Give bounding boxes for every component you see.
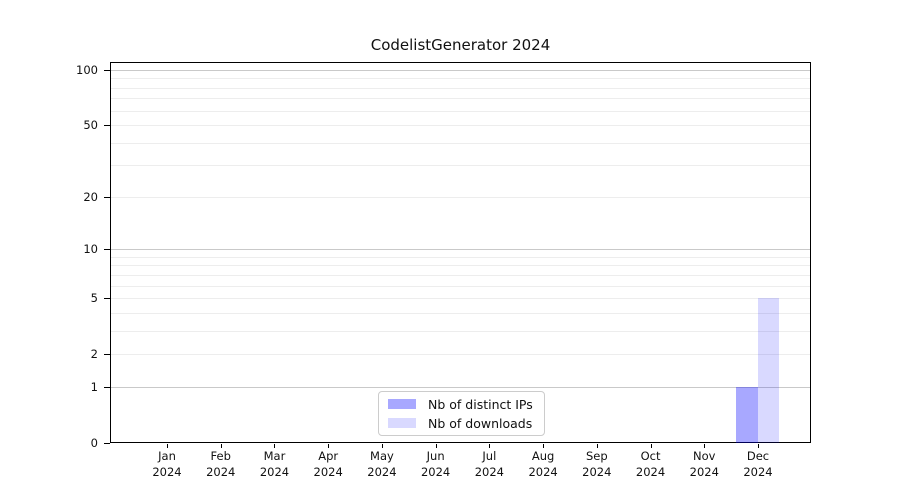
x-axis-tick [274, 444, 275, 448]
legend-item-downloads: Nb of downloads [388, 415, 535, 431]
plot-area-border [110, 62, 811, 443]
minor-gridline [111, 298, 810, 300]
x-tick-month: May [370, 449, 394, 463]
x-axis-tick-label: Oct 2024 [623, 449, 679, 480]
minor-gridline [111, 330, 810, 332]
x-axis-tick [489, 444, 490, 448]
minor-gridline [111, 165, 810, 167]
x-axis-tick-label: Jun 2024 [408, 449, 464, 480]
legend-item-distinct-ips: Nb of distinct IPs [388, 396, 535, 412]
legend-label-distinct-ips: Nb of distinct IPs [428, 396, 533, 412]
x-tick-month: Aug [531, 449, 555, 463]
x-tick-year: 2024 [313, 464, 343, 479]
minor-gridline [111, 354, 810, 356]
x-tick-month: Jul [482, 449, 497, 463]
x-tick-year: 2024 [367, 464, 397, 479]
y-axis-tick-label: 50 [83, 118, 98, 133]
minor-gridline [111, 110, 810, 112]
x-tick-year: 2024 [152, 464, 182, 479]
x-axis-tick [543, 444, 544, 448]
x-tick-year: 2024 [582, 464, 612, 479]
x-axis-tick [758, 444, 759, 448]
x-tick-month: Feb [210, 449, 231, 463]
major-gridline [111, 249, 810, 251]
x-tick-year: 2024 [420, 464, 451, 479]
y-axis-tick-label: 20 [83, 189, 98, 204]
y-axis-tick [104, 298, 110, 299]
major-gridline [111, 386, 810, 388]
x-axis-tick-label: Dec 2024 [730, 449, 786, 480]
minor-gridline [111, 256, 810, 258]
x-axis-tick-label: Mar 2024 [246, 449, 302, 480]
minor-gridline [111, 265, 810, 267]
y-axis-tick [104, 197, 110, 198]
x-tick-month: Dec [746, 449, 770, 463]
chart-title: CodelistGenerator 2024 [370, 36, 551, 54]
x-axis-tick [328, 444, 329, 448]
y-axis-tick-label: 1 [90, 379, 98, 394]
x-tick-year: 2024 [689, 464, 719, 479]
x-axis-tick [597, 444, 598, 448]
x-tick-month: Mar [263, 449, 286, 463]
x-axis-tick [382, 444, 383, 448]
bar-distinct-ips [736, 386, 758, 443]
x-tick-year: 2024 [259, 464, 290, 479]
x-axis-tick-label: Apr 2024 [300, 449, 356, 480]
minor-gridline [111, 312, 810, 314]
minor-gridline [111, 142, 810, 144]
x-tick-year: 2024 [206, 464, 236, 479]
minor-gridline [111, 274, 810, 276]
x-tick-month: Nov [693, 449, 716, 463]
x-axis-tick-label: Nov 2024 [676, 449, 732, 480]
x-axis-tick-label: Aug 2024 [515, 449, 571, 480]
minor-gridline [111, 87, 810, 89]
legend-label-downloads: Nb of downloads [428, 415, 533, 431]
x-tick-year: 2024 [474, 464, 504, 479]
x-tick-year: 2024 [743, 464, 773, 479]
x-tick-month: Jan [158, 449, 176, 463]
y-axis-tick [104, 387, 110, 388]
legend: Nb of distinct IPs Nb of downloads [378, 391, 545, 436]
x-axis-tick [704, 444, 705, 448]
y-axis-tick-label: 5 [90, 291, 98, 306]
minor-gridline [111, 78, 810, 80]
bar-downloads [757, 298, 780, 443]
x-axis-tick [167, 444, 168, 448]
x-axis-tick [436, 444, 437, 448]
y-axis-tick-label: 2 [90, 347, 98, 362]
minor-gridline [111, 285, 810, 287]
legend-swatch-distinct-ips [388, 399, 416, 409]
minor-gridline [111, 125, 810, 127]
y-axis-tick [104, 125, 110, 126]
x-tick-month: Oct [640, 449, 661, 463]
minor-gridline [111, 98, 810, 100]
x-axis-tick-label: Sep 2024 [569, 449, 625, 480]
x-tick-month: Sep [585, 449, 608, 463]
x-axis-tick-label: May 2024 [354, 449, 410, 480]
y-axis-tick-label: 0 [90, 436, 98, 450]
x-axis-tick [221, 444, 222, 448]
minor-gridline [111, 196, 810, 198]
x-axis-tick-label: Jan 2024 [139, 449, 195, 480]
x-tick-year: 2024 [528, 464, 558, 479]
y-axis-tick-label: 100 [76, 63, 98, 77]
x-tick-month: Apr [318, 449, 339, 463]
x-axis-tick [651, 444, 652, 448]
y-axis-tick [104, 249, 110, 250]
legend-swatch-downloads [388, 418, 416, 428]
y-axis-tick [104, 443, 110, 444]
y-axis-tick-label: 10 [83, 242, 98, 257]
x-tick-month: Jun [426, 449, 445, 463]
y-axis-tick [104, 354, 110, 355]
x-axis-tick-label: Feb 2024 [193, 449, 249, 480]
x-tick-year: 2024 [635, 464, 666, 479]
x-axis-tick-label: Jul 2024 [461, 449, 517, 480]
major-gridline [111, 70, 810, 71]
y-axis-tick [104, 70, 110, 71]
